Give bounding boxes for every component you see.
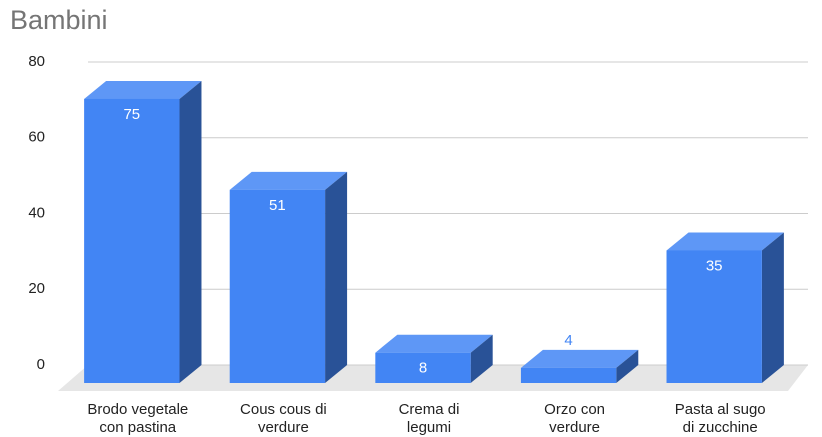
- bar-side: [470, 334, 493, 383]
- y-tick-label: 0: [37, 356, 45, 373]
- x-tick-label-line: verdure: [258, 419, 309, 436]
- bar: [84, 80, 202, 383]
- x-tick-label-line: con pastina: [99, 419, 176, 436]
- bar-front: [375, 352, 471, 383]
- chart-title: Bambini: [10, 5, 108, 35]
- x-tick-label-line: Orzo con: [544, 401, 605, 418]
- x-tick-label: Brodo vegetale con pastina: [87, 401, 188, 436]
- y-tick-label: 40: [28, 204, 45, 221]
- x-tick-label-line: Crema di: [399, 401, 460, 418]
- bar-side: [179, 80, 202, 383]
- x-tick-label: Pasta al sugo di zucchine: [675, 401, 766, 436]
- data-label: 75: [123, 106, 140, 123]
- bar-front: [520, 367, 617, 383]
- y-tick-label: 20: [28, 280, 45, 297]
- data-label: 35: [706, 257, 723, 274]
- x-tick-label-line: Cous cous di: [240, 401, 327, 418]
- bar-front: [229, 189, 326, 383]
- y-tick-label: 60: [28, 129, 45, 146]
- bar-top: [375, 334, 493, 353]
- x-tick-label-line: Pasta al sugo: [675, 401, 766, 418]
- bar-top: [229, 171, 348, 190]
- bar: [666, 232, 784, 383]
- bar: [229, 171, 348, 383]
- data-label: 4: [564, 332, 572, 349]
- bar-top: [84, 80, 202, 99]
- bar: [520, 349, 639, 383]
- bar-side: [616, 349, 639, 383]
- bar-front: [666, 250, 762, 383]
- bar-side: [325, 171, 348, 383]
- x-tick-label: Orzo con verdure: [544, 401, 605, 436]
- x-tick-label: Crema di legumi: [399, 401, 460, 436]
- data-label: 8: [419, 360, 427, 377]
- bar: [375, 334, 493, 383]
- x-tick-label-line: Brodo vegetale: [87, 401, 188, 418]
- x-tick-label: Cous cous di verdure: [240, 401, 327, 436]
- x-tick-label-line: legumi: [407, 419, 451, 436]
- bar-top: [666, 232, 784, 251]
- x-tick-label-line: di zucchine: [683, 419, 758, 436]
- bar-top: [520, 349, 639, 368]
- data-label: 51: [269, 197, 286, 214]
- bar-side: [761, 232, 784, 383]
- x-tick-label-line: verdure: [549, 419, 600, 436]
- y-tick-label: 80: [28, 53, 45, 70]
- bar-front: [84, 98, 180, 383]
